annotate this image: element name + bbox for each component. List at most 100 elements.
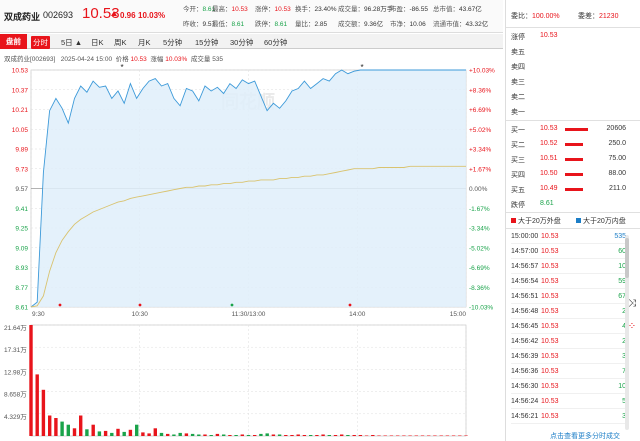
volume-bar bbox=[253, 435, 257, 436]
tick-time: 14:56:24 bbox=[511, 398, 539, 405]
sell-row: 卖四 bbox=[511, 60, 636, 73]
volume-bar bbox=[234, 435, 238, 436]
volume-bar bbox=[246, 435, 251, 436]
tick-volume: 2 bbox=[622, 308, 626, 315]
intraday-chart[interactable]: 双成药业[002693] 2025-04-24 15:00 价格 10.53 涨… bbox=[0, 50, 503, 441]
volume-bar bbox=[340, 434, 344, 436]
volume-bar bbox=[184, 433, 189, 436]
volume-bar bbox=[116, 428, 120, 436]
quote-stat-label: 跌停： bbox=[255, 21, 275, 28]
wei-cha-label: 委差： bbox=[578, 13, 599, 20]
price-tick-label: 9.41 bbox=[15, 206, 28, 213]
buy-row-price: 10.50 bbox=[540, 170, 558, 177]
volume-bar bbox=[458, 435, 462, 436]
buy-row-price: 10.49 bbox=[540, 185, 558, 192]
quote-stat-label: 今开： bbox=[183, 6, 203, 13]
volume-bar bbox=[464, 435, 468, 436]
buy-row-volume: 211.0 bbox=[609, 185, 626, 192]
tick-volume: 67 bbox=[618, 293, 626, 300]
grid-dots-icon[interactable]: ⁘ bbox=[627, 321, 637, 332]
event-dot bbox=[138, 303, 142, 307]
tab-0[interactable]: 盘前 bbox=[0, 34, 27, 49]
shuffle-icon[interactable]: ⤨ bbox=[628, 298, 636, 309]
volume-bar bbox=[215, 433, 220, 436]
chart-stock-label: 双成药业[002693] bbox=[4, 56, 56, 63]
volume-bar bbox=[135, 424, 139, 436]
tick-row: 14:56:54 10.53 59 bbox=[511, 276, 626, 289]
price-tick-label: 8.77 bbox=[15, 285, 28, 292]
volume-bar bbox=[284, 435, 288, 436]
more-ticks-link[interactable]: 点击查看更多分时成交 bbox=[550, 433, 620, 440]
volume-bar bbox=[72, 428, 77, 436]
volume-bar bbox=[228, 435, 232, 436]
chart-price-label: 价格 bbox=[115, 56, 129, 63]
wei-bi-row: 委比：100.00% bbox=[511, 11, 560, 21]
volume-bar bbox=[159, 432, 164, 436]
volume-bar bbox=[451, 435, 456, 436]
volume-bar bbox=[427, 435, 431, 436]
price-tick-label: 8.61 bbox=[15, 305, 28, 312]
pct-tick-label: 0.00% bbox=[469, 186, 488, 193]
quote-stat: 量比：2.85 bbox=[295, 18, 327, 28]
price-area bbox=[31, 70, 466, 307]
stock-price: 10.53 bbox=[82, 5, 120, 22]
chart-vol-label: 成交量 bbox=[190, 56, 211, 63]
tick-price: 10.53 bbox=[541, 233, 559, 240]
tick-time: 14:56:36 bbox=[511, 368, 539, 375]
sell-row-label: 卖四 bbox=[511, 64, 525, 71]
time-tick-label: 9:30 bbox=[32, 311, 45, 318]
volume-bar bbox=[122, 431, 126, 436]
pct-tick-label: -8.36% bbox=[469, 285, 490, 292]
quote-stat-value: 43.32亿 bbox=[465, 21, 489, 28]
tab-5[interactable]: 月K bbox=[138, 38, 151, 47]
volume-bar bbox=[271, 434, 276, 436]
tab-4[interactable]: 周K bbox=[114, 38, 127, 47]
tick-price: 10.53 bbox=[541, 308, 559, 315]
high-marker-icon: * bbox=[120, 63, 123, 72]
volume-bar bbox=[48, 415, 52, 436]
quote-stat: 成交量：96.28万手 bbox=[338, 3, 393, 13]
tab-8[interactable]: 30分钟 bbox=[230, 38, 254, 47]
tab-7[interactable]: 15分钟 bbox=[195, 38, 219, 47]
quote-stat-value: 10.53 bbox=[274, 6, 291, 13]
high-marker-icon: * bbox=[360, 63, 363, 72]
tab-1[interactable]: 分时 bbox=[31, 36, 50, 49]
tab-9[interactable]: 60分钟 bbox=[264, 38, 288, 47]
volume-bar bbox=[414, 435, 418, 436]
volume-bar bbox=[103, 430, 108, 436]
pct-tick-label: -5.02% bbox=[469, 245, 490, 252]
tab-3[interactable]: 日K bbox=[91, 38, 104, 47]
price-tick-label: 9.25 bbox=[15, 226, 28, 233]
buy-row: 跌停 8.61 bbox=[511, 198, 636, 211]
pct-tick-label: +6.69% bbox=[469, 107, 491, 114]
quote-stat-value: 23.40% bbox=[314, 6, 337, 13]
order-book-panel: 委比：100.00% 委差：21230 涨停 10.53 卖五 卖四 卖三 卖二 卖一 买一… bbox=[505, 0, 640, 441]
buy-volume-bar bbox=[565, 143, 583, 146]
quote-stat-label: 昨收： bbox=[183, 21, 203, 28]
tick-row: 15:00:00 10.53 535 bbox=[511, 231, 626, 244]
tab-6[interactable]: 5分钟 bbox=[163, 38, 183, 47]
tab-2[interactable]: 5日 ▲ bbox=[61, 38, 83, 47]
volume-bar bbox=[147, 433, 151, 436]
buy-row-label: 买一 bbox=[511, 127, 525, 134]
divider bbox=[506, 212, 640, 213]
volume-bar bbox=[383, 435, 387, 436]
tick-scrollbar[interactable] bbox=[625, 235, 629, 430]
price-tick-label: 10.21 bbox=[12, 107, 29, 114]
tick-scroll-thumb[interactable] bbox=[625, 238, 629, 278]
price-tick-label: 9.73 bbox=[15, 166, 28, 173]
quote-stat: 总市值：43.67亿 bbox=[433, 3, 482, 13]
volume-bar bbox=[290, 435, 294, 436]
volume-bar bbox=[358, 435, 363, 436]
time-tick-label: 10:30 bbox=[132, 311, 149, 318]
volume-bar bbox=[402, 435, 406, 436]
volume-bar bbox=[420, 435, 425, 436]
sell-row: 涨停 10.53 bbox=[511, 30, 636, 43]
quote-stat-label: 涨停： bbox=[255, 6, 275, 13]
tick-time: 14:56:42 bbox=[511, 338, 539, 345]
volume-bar bbox=[66, 424, 70, 436]
quote-stat: 涨停：10.53 bbox=[255, 3, 291, 13]
